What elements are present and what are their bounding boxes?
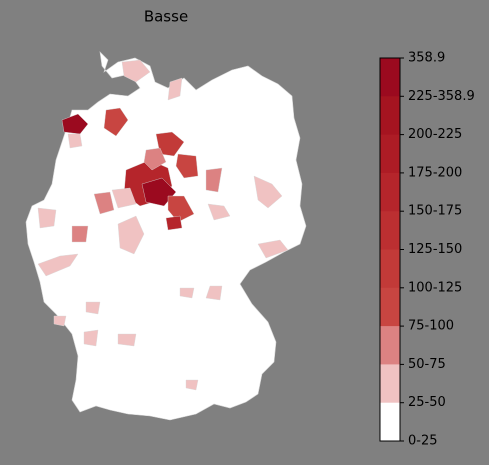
country-outline <box>25 51 307 421</box>
region <box>37 253 79 277</box>
colorbar-label: 25-50 <box>408 395 446 410</box>
region <box>205 285 223 301</box>
region <box>85 301 101 315</box>
region <box>111 187 137 209</box>
region <box>143 147 167 171</box>
region <box>179 287 195 299</box>
region <box>205 167 223 193</box>
colorbar-band <box>380 96 400 136</box>
colorbar-band <box>380 249 400 289</box>
region <box>103 107 129 137</box>
region <box>67 133 83 149</box>
colorbar-band <box>380 211 400 250</box>
colorbar-label: 100-125 <box>408 280 462 295</box>
colorbar-band <box>380 172 400 212</box>
region <box>61 113 89 135</box>
region <box>37 207 57 229</box>
region <box>121 59 151 83</box>
region <box>117 215 145 255</box>
region <box>165 215 183 231</box>
colorbar-label: 358.9 <box>408 51 445 66</box>
colorbar-band <box>380 364 400 404</box>
colorbar-label: 150-175 <box>408 204 462 219</box>
colorbar-band <box>380 134 400 174</box>
region <box>175 153 199 179</box>
region <box>93 191 115 215</box>
region <box>167 195 195 223</box>
region <box>253 175 283 209</box>
colorbar-label: 50-75 <box>408 357 446 372</box>
region <box>207 203 231 221</box>
colorbar-band <box>380 326 400 365</box>
region <box>185 379 199 391</box>
region <box>53 315 67 327</box>
region-path-group <box>37 59 289 391</box>
colorbar: 358.9 225-358.9 200-225 175-200 150-175 125-1… <box>379 51 475 449</box>
colorbar-label: 0-25 <box>408 434 438 449</box>
colorbar-label: 200-225 <box>408 127 462 142</box>
germany-map <box>25 51 307 421</box>
region <box>257 239 289 259</box>
colorbar-label: 175-200 <box>408 165 462 180</box>
colorbar-label: 75-100 <box>408 319 454 334</box>
map-title: Basse <box>144 8 188 26</box>
colorbar-label: 225-358.9 <box>408 89 475 104</box>
colorbar-label: 125-150 <box>408 242 462 257</box>
region <box>71 225 89 243</box>
region <box>167 77 183 101</box>
colorbar-band <box>380 402 400 442</box>
colorbar-band <box>380 58 400 97</box>
region <box>83 329 99 347</box>
colorbar-band <box>380 287 400 327</box>
region <box>117 333 137 347</box>
